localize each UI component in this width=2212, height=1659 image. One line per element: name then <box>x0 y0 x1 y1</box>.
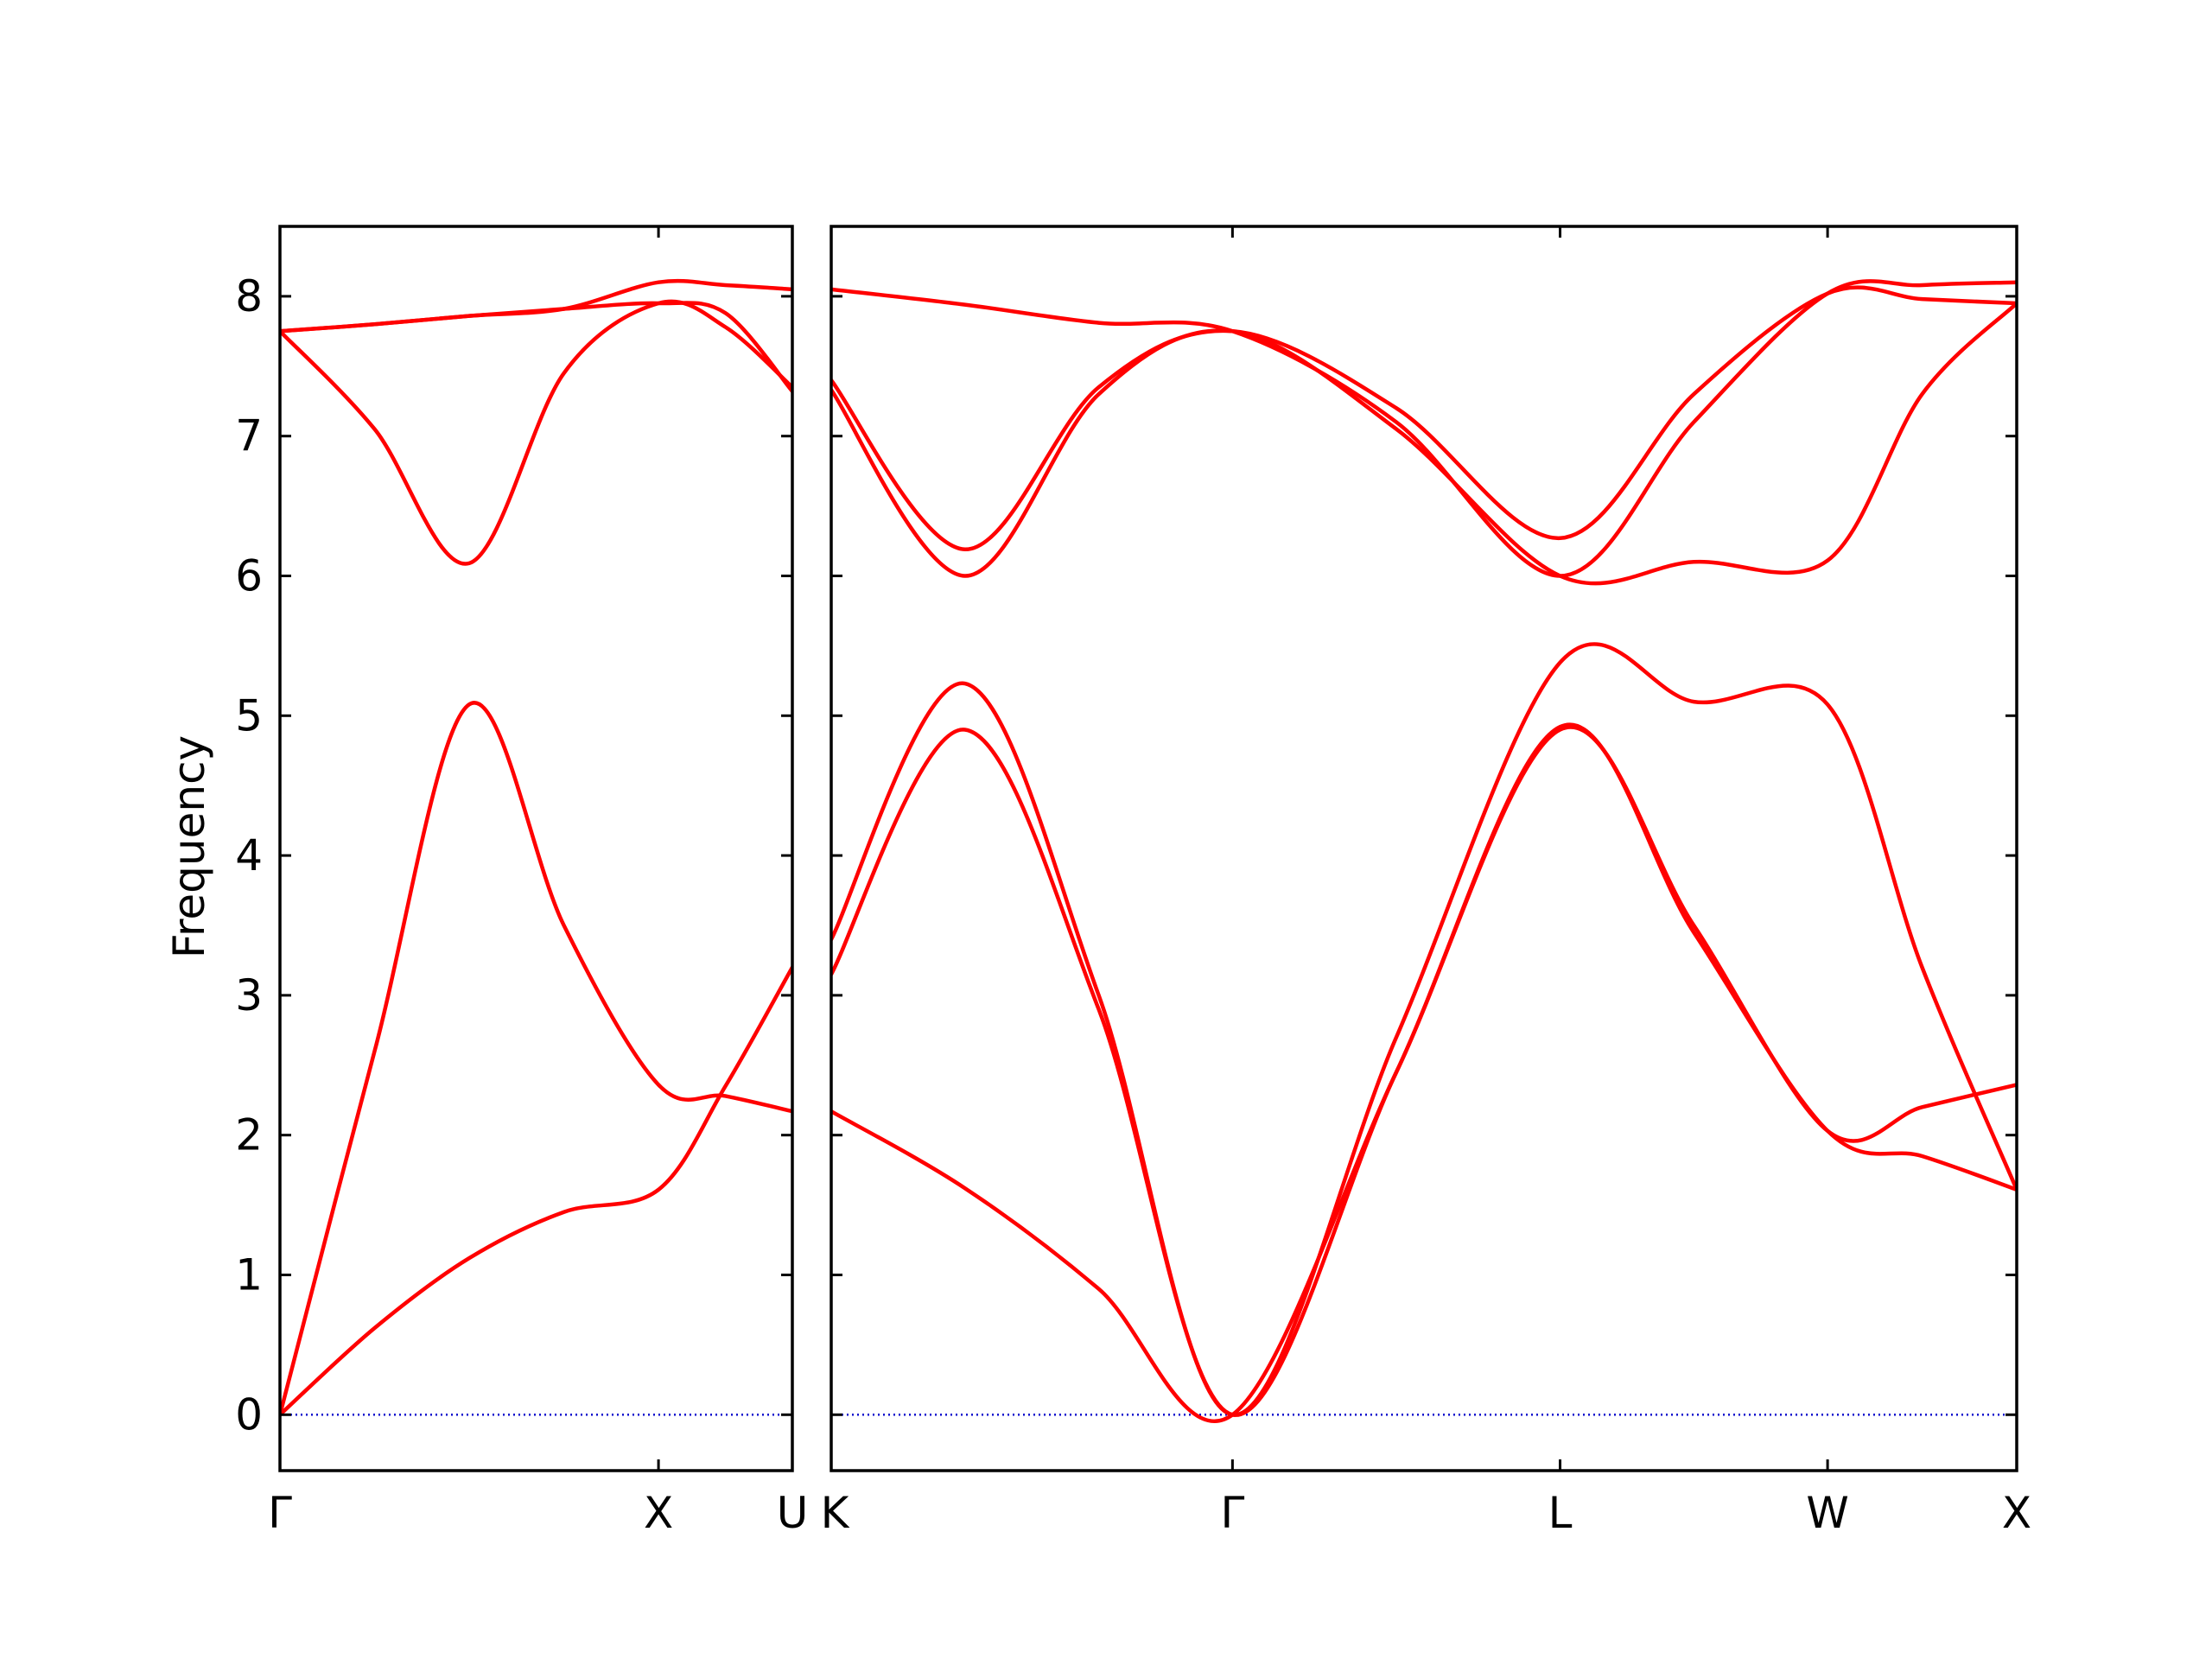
band-line-2 <box>831 722 2017 1417</box>
x-tick-label: Γ <box>1220 1488 1244 1538</box>
band-line-6 <box>831 279 2017 578</box>
band-line-3 <box>831 642 2017 1417</box>
y-tick-label: 1 <box>235 1249 263 1300</box>
y-tick-label: 7 <box>235 411 263 461</box>
y-tick-label: 0 <box>235 1389 263 1440</box>
x-tick-label: K <box>821 1488 850 1538</box>
axes-frame <box>278 225 794 1472</box>
y-tick-label: 8 <box>235 271 263 321</box>
panels: 0 1 2 3 4 5 6 7 8 Γ X U K Γ L W X <box>235 225 2031 1538</box>
bands <box>280 278 792 1417</box>
panel-1: 0 1 2 3 4 5 6 7 8 Γ X U <box>235 225 809 1538</box>
y-tick-label: 6 <box>235 550 263 601</box>
y-axis-label: Frequency <box>164 735 214 958</box>
axes-frame <box>830 225 2018 1472</box>
x-tick-label: L <box>1548 1488 1573 1538</box>
band-line-2 <box>280 701 792 1417</box>
x-tick-label: X <box>2002 1488 2031 1538</box>
x-tick-label: X <box>644 1488 673 1538</box>
band-line-5 <box>280 278 792 334</box>
x-tick-label: Γ <box>268 1488 292 1538</box>
band-line-1 <box>280 965 792 1417</box>
y-tick-label: 3 <box>235 970 263 1020</box>
y-tick-label: 4 <box>235 830 263 880</box>
band-line-3 <box>280 299 792 566</box>
x-tick-label: U <box>777 1488 809 1538</box>
bands <box>831 279 2017 1423</box>
band-line-4 <box>831 301 2017 586</box>
y-tick-label: 5 <box>235 690 263 741</box>
x-tick-label: W <box>1806 1488 1848 1538</box>
y-tick-label: 2 <box>235 1110 263 1160</box>
